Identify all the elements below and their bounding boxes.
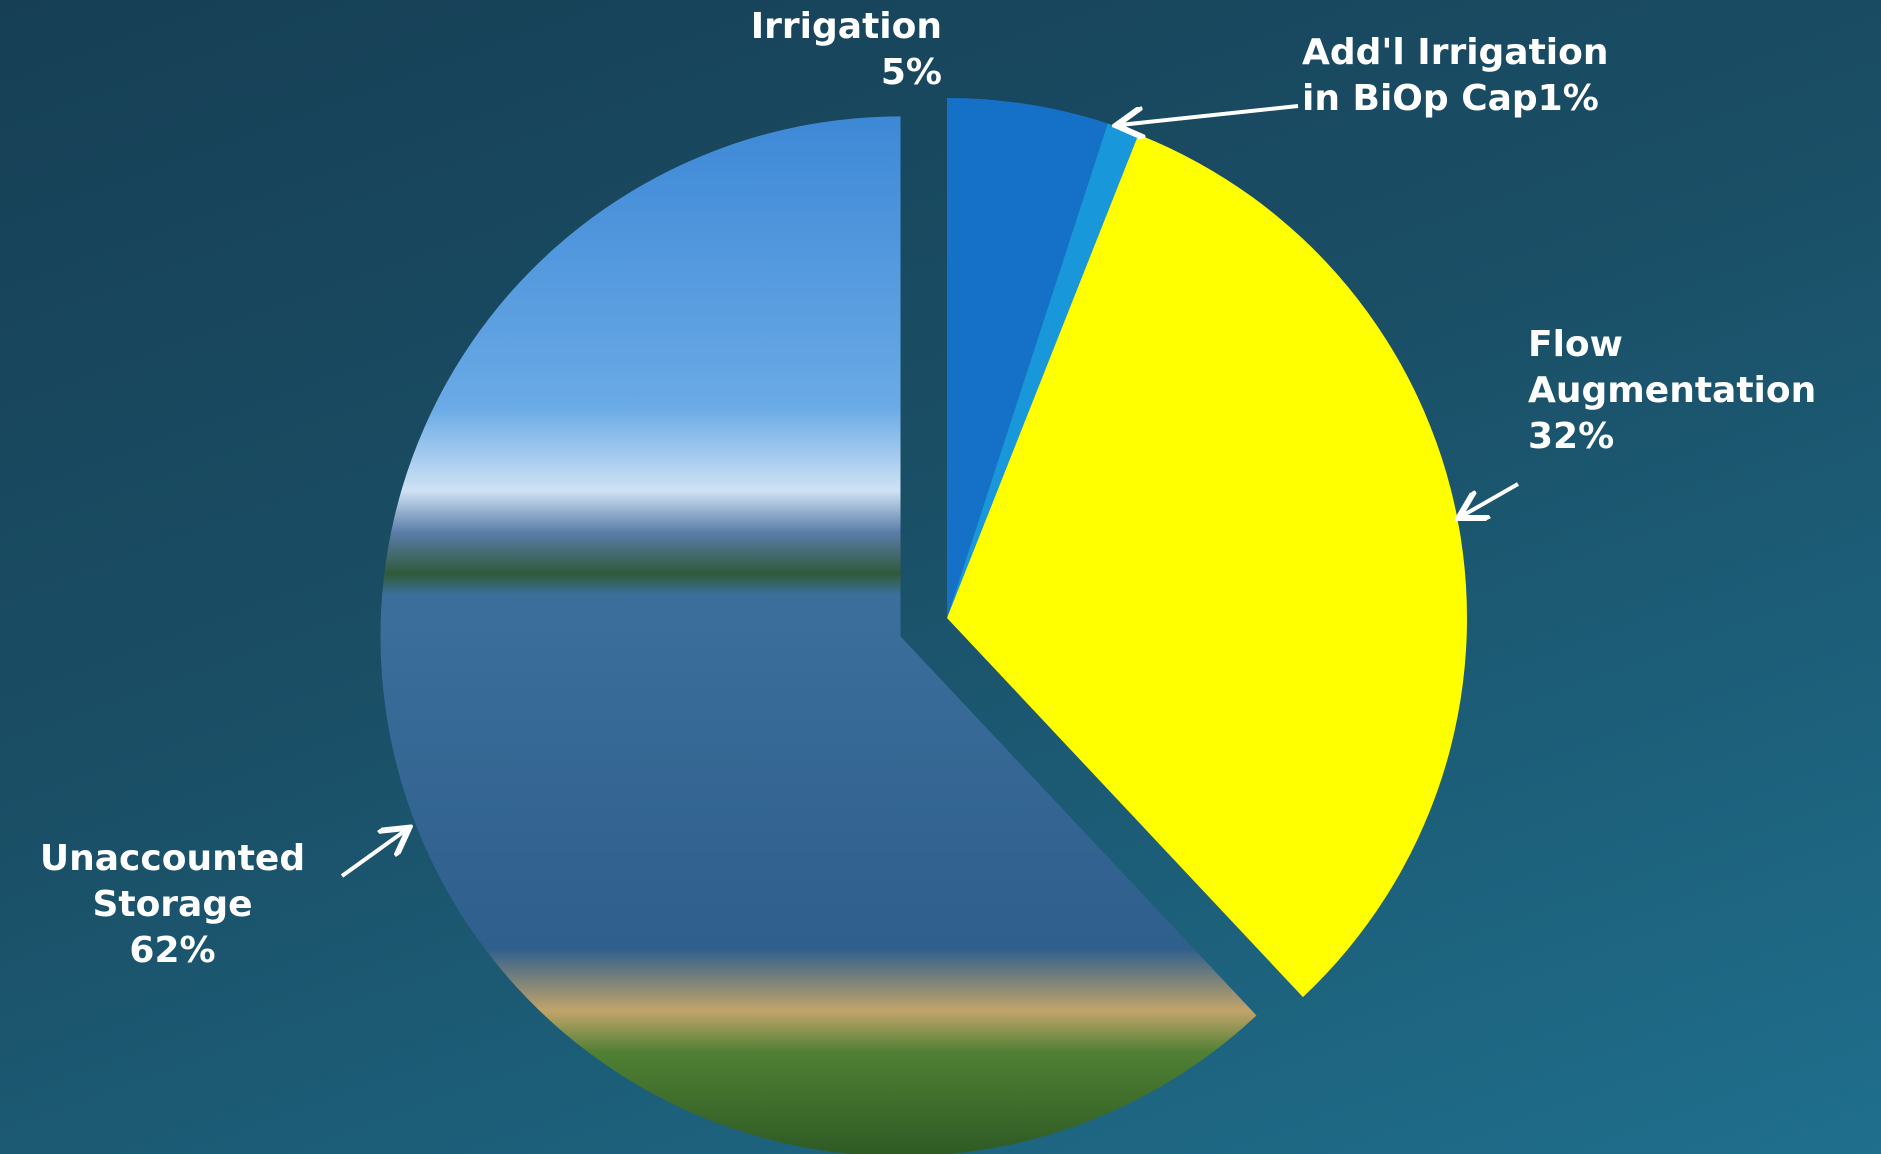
category-label: Irrigation <box>750 6 942 47</box>
leader-line <box>1120 104 1299 125</box>
slice-label: Flow Augmentation 32% <box>1528 322 1873 460</box>
slice-label: Unaccounted Storage 62% <box>10 836 335 974</box>
leader-line <box>1462 482 1519 516</box>
pie-slice <box>947 98 1108 618</box>
slice-label: Add'l Irrigation in BiOp Cap1% <box>1302 30 1652 122</box>
pie <box>380 98 1467 1154</box>
value-label: 5% <box>880 52 942 94</box>
pie-slice <box>947 123 1139 618</box>
value-label: 32% <box>1528 416 1615 458</box>
value-label: 1% <box>1537 78 1599 120</box>
category-label: Unaccounted Storage <box>39 838 306 926</box>
category-label: Add'l Irrigation in BiOp Cap <box>1302 32 1609 120</box>
value-label: 62% <box>129 930 216 972</box>
pie-slice <box>380 116 1257 1154</box>
slice-label: Irrigation 5% <box>690 4 942 96</box>
leaders <box>340 104 1519 878</box>
pie-slice <box>947 134 1467 998</box>
leader-line <box>340 830 406 878</box>
category-label: Flow Augmentation <box>1528 324 1817 412</box>
